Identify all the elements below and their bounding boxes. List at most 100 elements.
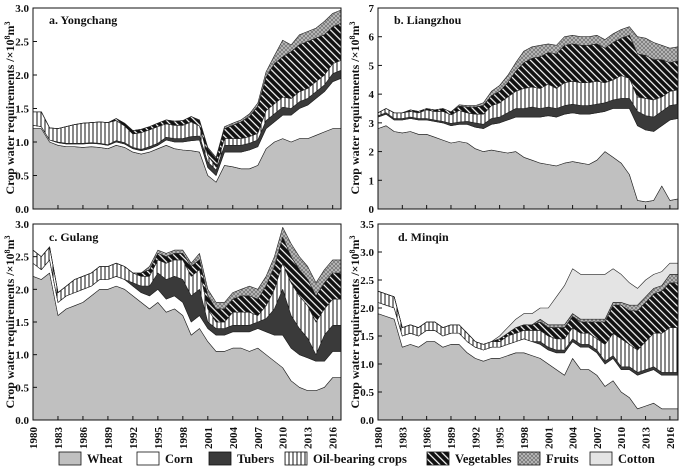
ylab-unit: m [3,240,17,250]
plot-area-d [377,262,679,421]
x-ticks-d: 1980 1983 1986 1989 1992 1995 1998 2001 2004 2007… [373,416,677,449]
y-tick-label: 0.0 [360,415,374,427]
x-tick-label: 1992 [128,427,140,450]
legend-label-fruits: Fruits [546,452,579,466]
x-tick-label: 2013 [641,427,653,450]
x-tick-label: 2007 [253,427,265,450]
plot-area-b [377,26,679,210]
ylab-sup: 8 [348,250,357,254]
y-axis-label-c: Crop water requirements /×108m3 [3,236,17,409]
y-axis-label-d: Crop water requirements /×108m3 [348,236,362,409]
y-tick-label: 3.0 [15,3,29,15]
x-tick-label: 2013 [303,427,315,450]
y-tick-label: 1.5 [15,104,29,116]
x-tick-label: 2010 [278,427,290,450]
x-tick-label: 1998 [519,427,531,450]
x-tick-label: 1989 [446,427,458,450]
ylab-unit: m [348,240,362,250]
y-ticks-a: 0.0 0.5 1.0 1.5 2.0 2.5 3.0 [15,3,37,216]
ylab-sup: 8 [3,250,12,254]
y-tick-label: 3.0 [360,247,374,259]
x-tick-label: 1980 [373,427,385,450]
legend-label-tubers: Tubers [237,452,274,466]
plot-area-c [32,227,342,421]
y-tick-label: 1.0 [15,350,29,362]
x-tick-label: 1986 [422,427,434,450]
x-tick-label: 2004 [568,427,580,450]
x-tick-label: 2001 [543,427,555,449]
legend-swatch-corn [136,451,160,466]
y-tick-label: 0.5 [15,171,29,183]
y-tick-label: 1 [369,175,375,187]
legend-swatch-tubers [208,451,232,466]
ylab-sup: 8 [3,36,12,40]
x-tick-label: 2016 [665,427,677,450]
y-tick-label: 0.0 [15,415,29,427]
x-ticks-c: 1980 1983 1986 1989 1992 1995 1998 2001 2004 2007… [28,416,340,449]
y-ticks-c: 0.0 0.5 1.0 1.5 2.0 2.5 3.0 [15,219,37,427]
x-tick-label: 1983 [53,427,65,450]
y-tick-label: 2.5 [15,252,29,264]
legend-swatch-cotton [589,451,613,466]
y-tick-label: 0.0 [15,204,29,216]
ylab-unit: m [3,26,17,36]
y-tick-label: 3.0 [15,219,29,231]
legend-swatch-vegetables [426,451,450,466]
x-tick-label: 2001 [203,427,215,449]
ylab-text: Crop water requirements /×10 [348,40,362,195]
x-tick-label: 1995 [495,426,507,449]
y-tick-label: 1.5 [15,317,29,329]
y-axis-label-b: Crop water requirements /×108m3 [348,22,362,195]
y-tick-label: 6 [369,32,375,44]
x-tick-label: 2007 [592,427,604,450]
ylab-sup2: 3 [348,22,357,26]
panel-title-d: d. Minqin [398,230,449,244]
legend: Wheat Corn Tubers Oil-bearing crops Vege… [58,451,655,466]
ylab-text: Crop water requirements /×10 [3,254,17,409]
panel-d: d. Minqin 0.00.51.01.52.02.53.03.5 1980 1… [360,219,679,449]
ylab-text: Crop water requirements /×10 [348,254,362,409]
ylab-sup2: 3 [3,22,12,26]
ylab-sup2: 3 [3,236,12,240]
y-tick-label: 1.5 [360,331,374,343]
x-tick-label: 1998 [178,427,190,450]
ylab-text: Crop water requirements /×10 [3,40,17,195]
ylab-unit: m [348,26,362,36]
x-tick-label: 1986 [78,427,90,450]
y-ticks-b: 0 1 2 3 4 5 6 7 [369,3,382,216]
y-tick-label: 0.5 [360,387,374,399]
x-tick-label: 1983 [397,427,409,450]
legend-label-oil: Oil-bearing crops [313,452,407,466]
y-tick-label: 5 [369,60,375,72]
x-tick-label: 1980 [28,427,40,450]
x-tick-label: 2010 [616,427,628,450]
legend-label-cotton: Cotton [618,452,655,466]
legend-label-vegetables: Vegetables [455,452,512,466]
ylab-sup: 8 [348,36,357,40]
legend-label-wheat: Wheat [87,452,123,466]
plot-area-a [32,9,342,210]
y-tick-label: 2.5 [360,275,374,287]
legend-swatch-fruits [517,451,541,466]
y-tick-label: 3.5 [360,219,374,231]
y-tick-label: 7 [369,3,375,15]
x-tick-label: 2016 [328,427,340,450]
legend-swatch-oil [284,451,308,466]
y-tick-label: 0.5 [15,382,29,394]
y-tick-label: 1.0 [15,137,29,149]
y-tick-label: 2.5 [15,37,29,49]
y-tick-label: 1.0 [360,359,374,371]
x-tick-label: 2004 [228,427,240,450]
legend-swatch-wheat [58,451,82,466]
panel-a: a. Yongchang 0.0 0.5 1.0 1.5 2.0 2.5 3.0 [15,3,342,216]
y-tick-label: 3 [369,118,375,130]
frame-d [377,223,679,421]
y-tick-label: 2.0 [15,284,29,296]
frame-b [377,7,679,210]
y-axis-label-a: Crop water requirements /×108m3 [3,22,17,195]
y-tick-label: 4 [369,89,375,101]
x-tick-label: 1995 [153,427,165,450]
panel-b: b. Liangzhou 0 1 2 3 4 5 6 7 [369,3,679,216]
panel-c: c. Gulang 0.0 0.5 1.0 1.5 2.0 2.5 3.0 1980 1983… [15,219,342,449]
